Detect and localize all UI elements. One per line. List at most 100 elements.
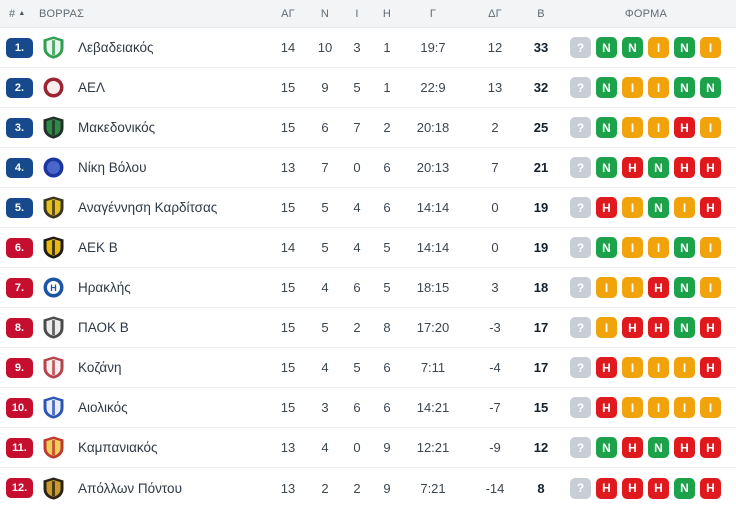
form-badge[interactable]: H — [674, 437, 695, 458]
team-name[interactable]: Νίκη Βόλου — [78, 160, 147, 175]
table-row[interactable]: 5. Αναγέννηση Καρδίτσας 15 5 4 6 14:14 0… — [0, 188, 736, 228]
form-badge[interactable]: H — [700, 357, 721, 378]
form-badge[interactable]: H — [596, 477, 617, 499]
form-badge[interactable]: H — [700, 317, 721, 338]
form-badge[interactable]: I — [622, 237, 643, 258]
table-row[interactable]: 8. ΠΑΟΚ Β 15 5 2 8 17:20 -3 17 ? I H H N H — [0, 308, 736, 348]
form-badge[interactable]: N — [674, 77, 695, 98]
form-badge[interactable]: N — [674, 37, 695, 58]
form-badge[interactable]: N — [674, 317, 695, 338]
table-row[interactable]: 1. Λεβαδειακός 14 10 3 1 19:7 12 33 ? N N I… — [0, 28, 736, 68]
form-badge[interactable]: I — [674, 357, 695, 378]
team-name[interactable]: Μακεδονικός — [78, 120, 156, 135]
form-upcoming-badge[interactable]: ? — [570, 77, 591, 98]
form-badge[interactable]: H — [622, 477, 643, 499]
form-badge[interactable]: I — [596, 277, 617, 298]
team-name[interactable]: ΑΕΛ — [78, 80, 106, 95]
table-row[interactable]: 11. Καμπανιακός 13 4 0 9 12:21 -9 12 ? N H… — [0, 428, 736, 468]
team-name[interactable]: ΑΕΚ Β — [78, 240, 118, 255]
form-upcoming-badge[interactable]: ? — [570, 357, 591, 378]
team-name[interactable]: Απόλλων Πόντου — [78, 480, 182, 496]
form-badge[interactable]: I — [674, 397, 695, 418]
form-badge[interactable]: H — [622, 437, 643, 458]
team-name[interactable]: Κοζάνη — [78, 360, 122, 375]
form-badge[interactable]: I — [700, 237, 721, 258]
form-badge[interactable]: H — [674, 157, 695, 178]
form-badge[interactable]: I — [674, 197, 695, 218]
form-badge[interactable]: H — [674, 117, 695, 138]
team-name[interactable]: Αναγέννηση Καρδίτσας — [78, 200, 218, 215]
form-badge[interactable]: N — [596, 77, 617, 98]
form-badge[interactable]: I — [648, 117, 669, 138]
form-upcoming-badge[interactable]: ? — [570, 437, 591, 458]
form-badge[interactable]: I — [648, 37, 669, 58]
form-badge[interactable]: N — [622, 37, 643, 58]
form-upcoming-badge[interactable]: ? — [570, 277, 591, 298]
table-row[interactable]: 7. H Ηρακλής 15 4 6 5 18:15 3 18 ? I I H N I — [0, 268, 736, 308]
form-badge[interactable]: H — [700, 197, 721, 218]
form-badge[interactable]: I — [596, 317, 617, 338]
form-badge[interactable]: H — [596, 397, 617, 418]
form-upcoming-badge[interactable]: ? — [570, 197, 591, 218]
form-badge[interactable]: I — [700, 277, 721, 298]
form-badge[interactable]: I — [622, 77, 643, 98]
form-badge[interactable]: I — [700, 397, 721, 418]
form-badge[interactable]: N — [674, 277, 695, 298]
form-badge[interactable]: H — [648, 317, 669, 338]
form-badge[interactable]: N — [674, 237, 695, 258]
form-badge[interactable]: I — [700, 117, 721, 138]
form-badge[interactable]: I — [622, 277, 643, 298]
table-row[interactable]: 6. ΑΕΚ Β 14 5 4 5 14:14 0 19 ? N I I N I — [0, 228, 736, 268]
form-badge[interactable]: N — [596, 37, 617, 58]
header-rank[interactable]: # ▲ — [0, 8, 38, 20]
form-badge[interactable]: N — [648, 437, 669, 458]
form-badge[interactable]: I — [648, 77, 669, 98]
form-badge[interactable]: H — [700, 157, 721, 178]
form-badge[interactable]: N — [596, 437, 617, 458]
form-badge[interactable]: H — [596, 357, 617, 378]
form-badge[interactable]: N — [648, 197, 669, 218]
form-badge[interactable]: I — [700, 37, 721, 58]
team-name[interactable]: Καμπανιακός — [78, 440, 158, 455]
team-name[interactable]: Ηρακλής — [78, 280, 131, 295]
form-badge[interactable]: I — [648, 397, 669, 418]
table-row[interactable]: 4. Νίκη Βόλου 13 7 0 6 20:13 7 21 ? N H N H H — [0, 148, 736, 188]
form-badge[interactable]: N — [648, 157, 669, 178]
table-row[interactable]: 9. Κοζάνη 15 4 5 6 7:11 -4 17 ? H I I I H — [0, 348, 736, 388]
form-badge[interactable]: N — [596, 117, 617, 138]
form-upcoming-badge[interactable]: ? — [570, 117, 591, 138]
form-badge[interactable]: H — [700, 477, 721, 499]
form-upcoming-badge[interactable]: ? — [570, 477, 591, 499]
team-name[interactable]: ΠΑΟΚ Β — [78, 320, 129, 335]
form-cell: ? H I I I H — [556, 357, 736, 378]
team-name[interactable]: Λεβαδειακός — [78, 40, 154, 55]
team-name[interactable]: Αιολικός — [78, 400, 128, 415]
form-badge[interactable]: H — [596, 197, 617, 218]
form-badge[interactable]: N — [674, 477, 695, 499]
form-badge[interactable]: I — [622, 117, 643, 138]
form-upcoming-badge[interactable]: ? — [570, 317, 591, 338]
table-row[interactable]: 12. Απόλλων Πόντου 13 2 2 9 7:21 -14 8 ?… — [0, 468, 736, 508]
form-badge[interactable]: H — [648, 277, 669, 298]
form-upcoming-badge[interactable]: ? — [570, 237, 591, 258]
form-badge[interactable]: I — [622, 357, 643, 378]
form-badge[interactable]: N — [596, 237, 617, 258]
form-upcoming-badge[interactable]: ? — [570, 37, 591, 58]
form-badge[interactable]: I — [622, 197, 643, 218]
form-badge[interactable]: I — [648, 357, 669, 378]
form-badge[interactable]: H — [622, 157, 643, 178]
form-upcoming-badge[interactable]: ? — [570, 397, 591, 418]
stat-goal-diff: -9 — [489, 440, 501, 455]
form-upcoming-badge[interactable]: ? — [570, 157, 591, 178]
form-badge[interactable]: N — [596, 157, 617, 178]
table-row[interactable]: 2. ΑΕΛ 15 9 5 1 22:9 13 32 ? N I I N N — [0, 68, 736, 108]
table-row[interactable]: 3. Μακεδονικός 15 6 7 2 20:18 2 25 ? N I I H… — [0, 108, 736, 148]
form-badge[interactable]: I — [648, 237, 669, 258]
form-badge[interactable]: H — [622, 317, 643, 338]
form-badge[interactable]: I — [622, 397, 643, 418]
stat-goal-diff: 3 — [491, 280, 499, 295]
form-badge[interactable]: H — [700, 437, 721, 458]
table-row[interactable]: 10. Αιολικός 15 3 6 6 14:21 -7 15 ? H I I I I — [0, 388, 736, 428]
form-badge[interactable]: H — [648, 477, 669, 499]
form-badge[interactable]: N — [700, 77, 721, 98]
